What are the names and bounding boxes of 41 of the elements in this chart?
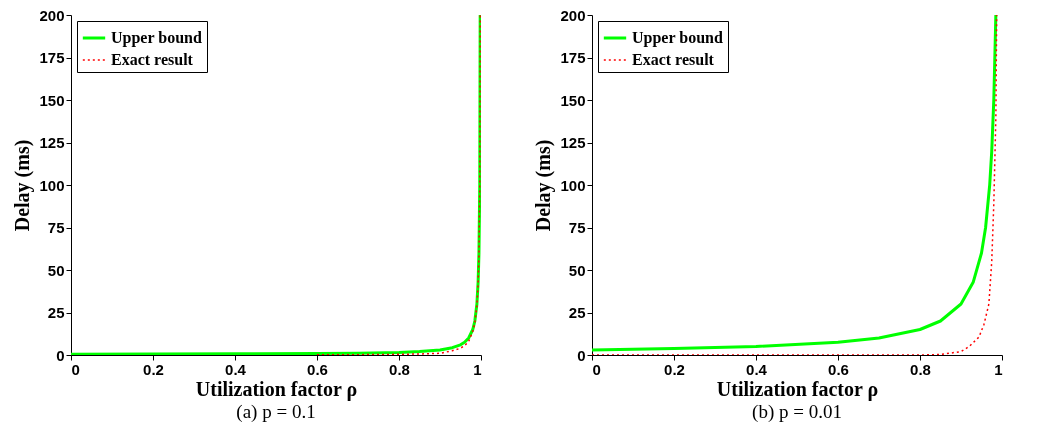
y-tick-label: 175 [39,49,65,66]
y-axis-title: Delay (ms) [11,139,35,232]
y-tick-label: 150 [39,91,65,109]
x-tick-label: 0.4 [746,360,768,378]
text: (b) p = 0.01 [752,401,842,423]
x-tick-label: 0 [592,360,601,378]
y-tick-label: 50 [568,261,586,279]
y-tick-label: 175 [560,49,586,66]
y-tick-label: 0 [577,346,586,364]
legend-label: Exact result [632,51,715,68]
y-tick-label: 50 [47,261,65,279]
x-tick-label: 1 [473,360,482,378]
text: (a) p = 0.1 [236,401,316,423]
y-tick-label: 125 [560,134,586,151]
legend-label: Upper bound [111,29,202,47]
x-tick-label: 0.6 [828,360,849,378]
x-tick-label: 0.8 [389,360,410,378]
y-axis-title: Delay (ms) [532,139,556,232]
y-tick-label: 75 [568,219,586,236]
y-tick-label: 25 [47,304,65,321]
y-tick-label: 25 [568,304,586,321]
x-tick-label: 0.6 [307,360,328,378]
y-tick-label: 150 [560,91,586,109]
y-tick-label: 200 [39,6,65,24]
y-tick-label: 75 [47,219,65,236]
legend-label: Upper bound [632,29,723,47]
y-tick-label: 100 [39,176,65,194]
x-tick-label: 0.4 [225,360,247,378]
x-axis-title: Utilization factor ρ [195,377,358,401]
x-tick-label: 1 [994,360,1003,378]
y-tick-label: 0 [56,346,65,364]
x-tick-label: 0.2 [664,360,685,378]
y-tick-label: 125 [39,134,65,151]
x-tick-label: 0 [71,360,80,378]
x-tick-label: 0.8 [910,360,931,378]
legend-label: Exact result [111,51,194,68]
y-tick-label: 200 [560,6,586,24]
y-tick-label: 100 [560,176,586,194]
x-axis-title: Utilization factor ρ [716,377,879,401]
line-series [316,15,481,355]
x-tick-label: 0.2 [143,360,164,378]
